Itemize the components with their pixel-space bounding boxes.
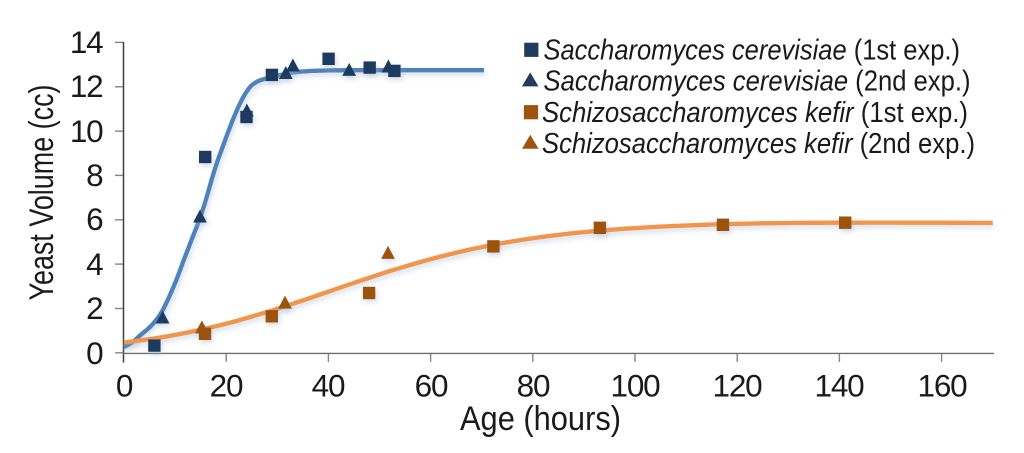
svg-text:0: 0 [116,368,133,404]
svg-text:Yeast Volume (cc): Yeast Volume (cc) [23,85,61,301]
svg-text:4: 4 [86,246,103,282]
svg-text:80: 80 [517,368,550,404]
svg-text:40: 40 [312,368,345,404]
svg-text:Saccharomyces cerevisiae (2nd: Saccharomyces cerevisiae (2nd exp.) [544,66,971,98]
svg-text:8: 8 [86,157,103,193]
svg-text:20: 20 [210,368,243,404]
svg-text:2: 2 [86,290,102,326]
svg-text:Saccharomyces cerevisiae (1st: Saccharomyces cerevisiae (1st exp.) [544,35,961,67]
svg-text:120: 120 [713,368,763,404]
svg-text:160: 160 [918,368,968,404]
svg-text:140: 140 [815,368,865,404]
svg-text:Schizosaccharomyces kefir (1st: Schizosaccharomyces kefir (1st exp.) [542,97,968,129]
svg-text:Age (hours): Age (hours) [460,400,621,438]
svg-text:14: 14 [70,24,103,60]
svg-text:Schizosaccharomyces kefir (2nd: Schizosaccharomyces kefir (2nd exp.) [542,128,975,160]
svg-text:100: 100 [611,368,661,404]
svg-text:6: 6 [86,201,103,237]
svg-text:12: 12 [70,68,103,104]
svg-text:0: 0 [86,335,103,371]
svg-text:10: 10 [70,113,103,149]
svg-text:60: 60 [415,368,448,404]
